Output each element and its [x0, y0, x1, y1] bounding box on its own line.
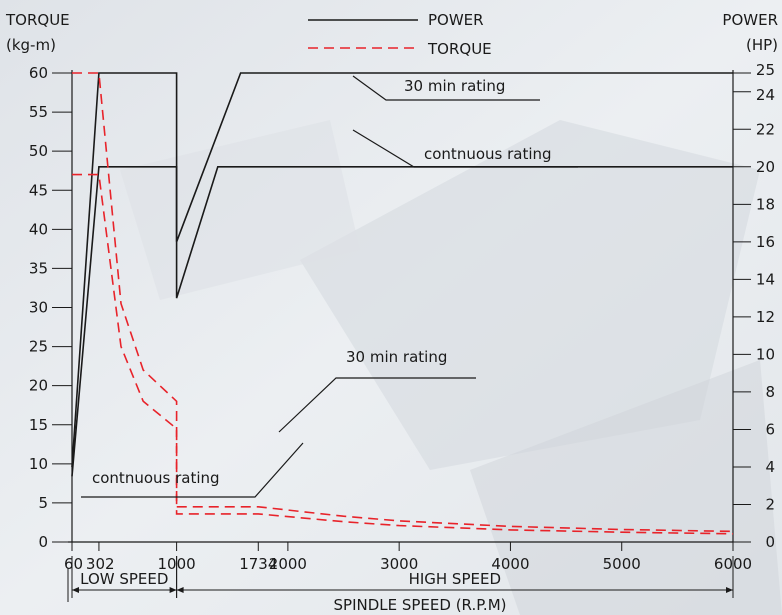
right-tick-label: 6: [765, 420, 775, 438]
annotation-torque-continuous: contnuous rating: [92, 469, 220, 487]
x-tick-label: 60: [64, 555, 83, 573]
x-tick-label: 302: [86, 555, 115, 573]
right-tick-label: 2: [765, 495, 775, 513]
left-tick-label: 10: [29, 455, 48, 473]
range-arrow: [72, 587, 79, 593]
legend-torque-label: TORQUE: [427, 40, 492, 58]
torque-series-30min: [72, 72, 734, 533]
range-arrow: [726, 587, 733, 593]
x-axis-title: SPINDLE SPEED (R.P.M): [334, 596, 507, 614]
left-tick-label: 35: [29, 259, 48, 277]
x-tick-label: 5000: [603, 555, 641, 573]
left-tick-label: 50: [29, 142, 48, 160]
left-tick-label: 60: [29, 64, 48, 82]
range-arrow: [169, 587, 177, 593]
leader-power-30min: [352, 75, 540, 101]
x-tick-label: 3000: [380, 555, 418, 573]
right-tick-label: 18: [756, 195, 775, 213]
annotation-torque-30min: 30 min rating: [346, 348, 447, 366]
background-machine-shape: [120, 120, 360, 300]
left-tick-label: 40: [29, 220, 48, 238]
power-series-continuous: [71, 166, 733, 477]
series-group: [71, 72, 734, 535]
right-axis-title: POWER: [722, 11, 778, 29]
range-label: HIGH SPEED: [409, 570, 501, 588]
background-machine-shape: [300, 120, 760, 470]
left-axis-unit: (kg-m): [6, 36, 56, 54]
left-axis-title: TORQUE: [5, 11, 70, 29]
leader-torque-30min: [278, 377, 476, 433]
range-arrow: [176, 587, 184, 593]
left-tick-label: 5: [38, 494, 48, 512]
right-tick-label: 20: [756, 158, 775, 176]
left-tick-label: 55: [29, 103, 48, 121]
right-tick-label: 25: [756, 61, 775, 79]
left-tick-label: 30: [29, 299, 48, 317]
annotation-power-30min: 30 min rating: [404, 77, 505, 95]
range-label: LOW SPEED: [80, 570, 168, 588]
right-tick-label: 22: [756, 120, 775, 138]
right-tick-label: 0: [765, 533, 775, 551]
right-tick-label: 4: [765, 458, 775, 476]
leader-torque-continuous: [81, 442, 304, 498]
right-tick-label: 14: [756, 270, 775, 288]
left-tick-label: 25: [29, 338, 48, 356]
right-tick-label: 12: [756, 308, 775, 326]
legend: POWER TORQUE: [308, 11, 492, 58]
torque-series-continuous: [72, 173, 734, 535]
x-tick-label: 2000: [269, 555, 307, 573]
left-tick-label: 15: [29, 416, 48, 434]
x-tick-label: 1734: [239, 555, 277, 573]
axes: 0510152025303540455055600246810121416182…: [29, 61, 775, 573]
power-series-30min: [71, 72, 733, 468]
speed-ranges: LOW SPEED HIGH SPEED: [67, 556, 734, 602]
left-tick-label: 45: [29, 181, 48, 199]
right-tick-label: 16: [756, 233, 775, 251]
annotation-leaders: [81, 75, 578, 498]
legend-power-label: POWER: [428, 11, 484, 29]
left-tick-label: 20: [29, 377, 48, 395]
right-tick-label: 10: [756, 345, 775, 363]
x-tick-label: 4000: [491, 555, 529, 573]
leader-power-continuous: [352, 129, 578, 168]
right-tick-label: 8: [765, 383, 775, 401]
annotation-power-continuous: contnuous rating: [424, 145, 552, 163]
right-tick-label: 24: [756, 86, 775, 104]
background-machine-shape: [470, 360, 782, 615]
right-axis-unit: (HP): [746, 36, 778, 54]
left-tick-label: 0: [38, 533, 48, 551]
